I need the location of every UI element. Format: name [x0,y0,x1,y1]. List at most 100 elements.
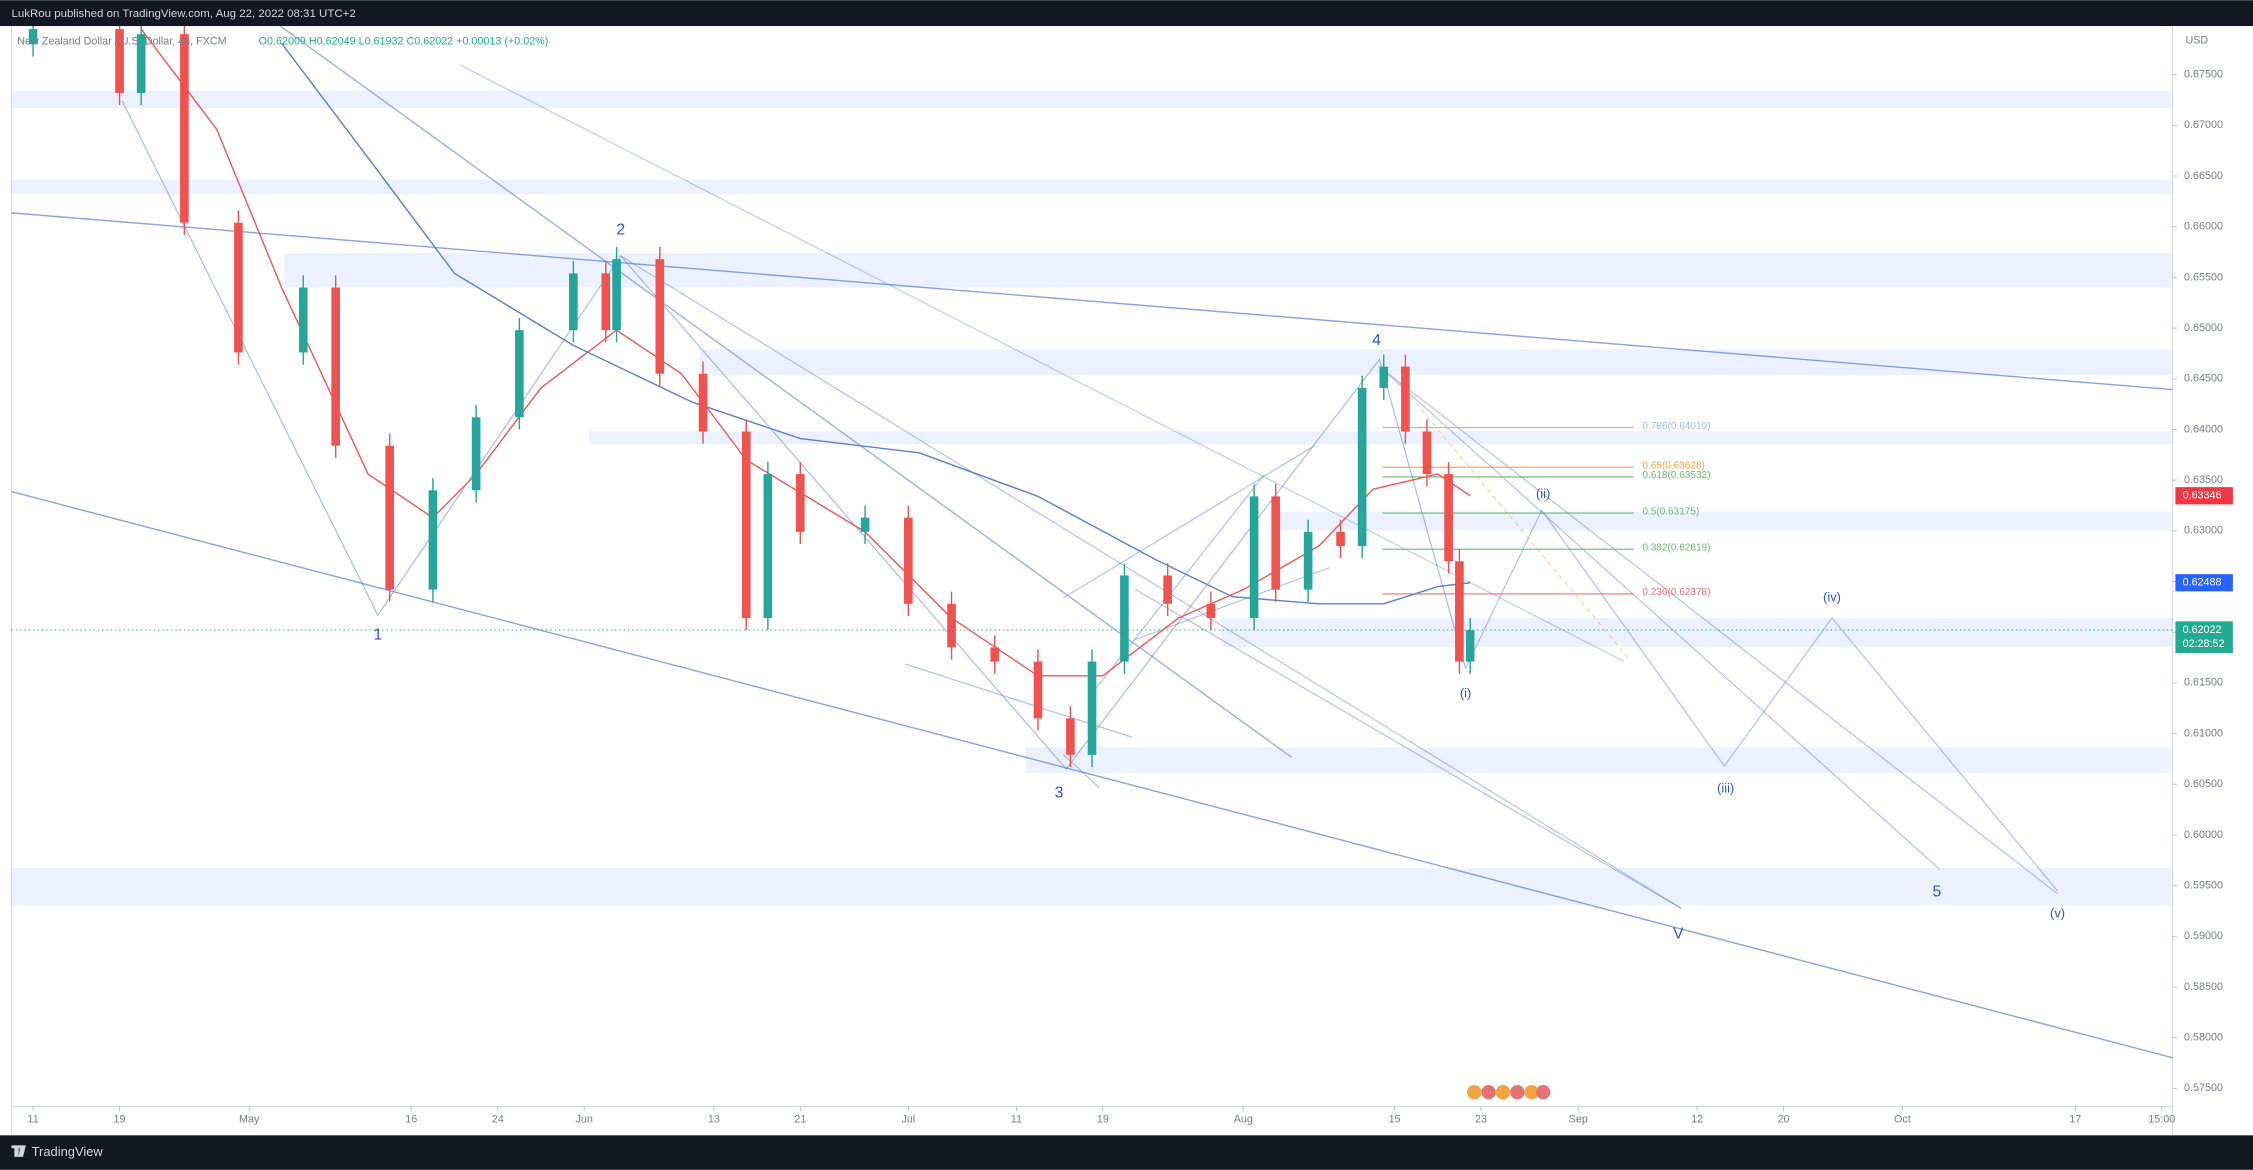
price-label: 0.62488 [2183,577,2222,589]
candle-body [331,287,340,446]
bottom-bar [0,1135,2253,1170]
candle-body [1465,630,1475,662]
candle-body [1120,575,1129,662]
wave-label: V [1673,925,1684,942]
y-tick-label: 0.67000 [2184,119,2223,131]
countdown: 02:28:52 [2183,638,2225,650]
zone [1221,618,2173,647]
wave-label: 5 [1932,884,1941,901]
y-tick-label: 0.60500 [2184,778,2223,790]
y-tick-label: 0.64500 [2184,373,2223,385]
price-label-box [2175,621,2233,653]
x-tick-label: May [239,1113,260,1125]
event-icon[interactable] [1536,1085,1551,1100]
candle-body [569,273,578,331]
fib-label: 0.618(0.63532) [1642,470,1710,481]
y-tick-label: 0.58500 [2184,981,2223,993]
event-icon[interactable] [1495,1085,1511,1100]
x-tick-label: Oct [1894,1113,1911,1125]
top-bar [0,0,2253,27]
currency-label: USD [2185,34,2208,46]
y-tick-label: 0.63500 [2184,474,2223,486]
event-icon[interactable] [1524,1085,1539,1100]
candle-body [28,29,38,45]
x-tick-label: 15:00 [2148,1113,2175,1125]
zones [11,90,2173,906]
price-label: 0.62022 [2183,624,2222,636]
y-tick-label: 0.60000 [2184,829,2223,841]
wave-label: (ii) [1536,486,1550,501]
fib-label: 0.382(0.62819) [1642,542,1710,553]
y-tick-label: 0.61500 [2184,677,2223,689]
wave-label: (i) [1460,686,1471,701]
candle-body [1206,603,1216,619]
candle-body [298,287,308,353]
trend-line [1465,509,2059,892]
candle-body [1163,575,1172,604]
candle-body [1303,531,1313,590]
event-icon[interactable] [1510,1085,1525,1100]
trend-line [1062,754,1100,789]
fib-label: 0.786(0.64019) [1642,421,1710,432]
candle-body [1379,366,1389,388]
candle-body [428,490,438,590]
candle-body [763,474,773,619]
candle-body [655,259,665,374]
y-tick-label: 0.59500 [2184,879,2223,891]
wave-label: (v) [2050,905,2065,920]
trend-line [1134,588,1682,909]
candle-body [990,647,1000,662]
x-tick-label: Jul [901,1113,915,1125]
y-tick-label: 0.65500 [2184,271,2223,283]
x-tick-label: 11 [28,1113,39,1125]
candle-body [1444,474,1453,562]
zone [1025,747,2173,774]
wave-label: 1 [373,626,382,643]
legend-ohlc: O0.62009 H0.62049 L0.61932 C0.62022 +0.0… [259,36,549,48]
x-tick-label: Aug [1234,1113,1253,1125]
fib-label: 0.65(0.63628) [1642,460,1705,471]
wave-label: (iv) [1823,589,1841,604]
x-tick-label: 19 [114,1113,126,1125]
candle-body [136,34,146,93]
x-tick-label: 17 [2069,1113,2081,1125]
zone [1271,511,2173,531]
zone [284,253,2173,288]
x-tick-label: 23 [1475,1113,1487,1125]
candle-body [1033,661,1043,719]
y-tick-label: 0.59000 [2184,930,2223,942]
candle-body [1357,387,1367,547]
series [28,26,1475,768]
event-icon[interactable] [1467,1085,1482,1100]
brand[interactable]: TradingView [32,1144,104,1159]
x-tick-label: Jun [575,1113,592,1125]
trend-line [459,64,1624,662]
y-tick-label: 0.66000 [2184,221,2223,233]
candle-body [1249,496,1259,619]
candle-body [515,330,524,418]
y-tick-label: 0.65000 [2184,322,2223,334]
candle-body [385,445,394,590]
retrace-line [1393,376,1632,662]
x-tick-label: 16 [405,1113,417,1125]
brand-logo [11,1145,26,1157]
candle-body [1066,718,1075,755]
fib-label: 0.5(0.63175) [1642,506,1699,517]
candle-body [471,417,481,491]
candle-body [180,34,189,223]
candle-body [1422,431,1432,475]
x-tick-label: 20 [1778,1113,1790,1125]
trend-line [11,212,2173,391]
trend-line [121,100,1467,770]
x-tick-label: 12 [1691,1113,1703,1125]
price-label-box [2175,574,2233,592]
candle-body [795,474,805,532]
wave-label: (iii) [1717,780,1734,795]
x-tick-label: Sep [1569,1113,1588,1125]
x-tick-label: 15 [1389,1113,1401,1125]
publisher: LukRou published on TradingView.com, Aug… [11,8,355,20]
zone [11,90,2173,108]
candle-body [1336,531,1345,547]
event-icon[interactable] [1481,1085,1496,1100]
